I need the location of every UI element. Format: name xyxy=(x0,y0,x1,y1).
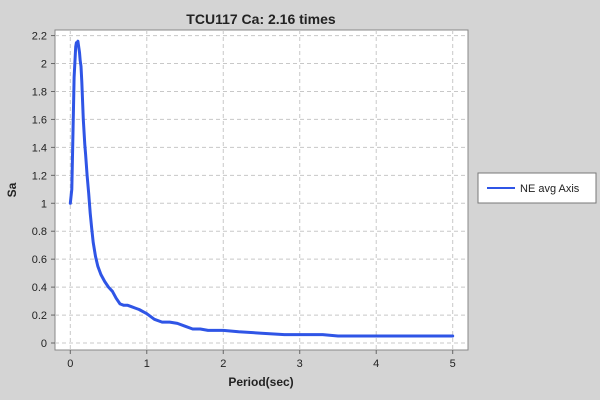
x-tick-label: 5 xyxy=(450,358,456,370)
x-tick-label: 3 xyxy=(297,358,303,370)
x-tick-label: 4 xyxy=(373,358,379,370)
y-tick-label: 1 xyxy=(41,198,47,210)
y-tick-label: 0.8 xyxy=(32,226,47,238)
y-axis-label: Sa xyxy=(5,182,19,197)
x-axis-label: Period(sec) xyxy=(228,375,293,389)
y-tick-label: 0.4 xyxy=(32,282,47,294)
y-tick-label: 0 xyxy=(41,338,47,350)
y-tick-label: 0.6 xyxy=(32,254,47,266)
y-tick-label: 1.4 xyxy=(32,142,47,154)
grid xyxy=(55,30,468,350)
y-tick-label: 1.6 xyxy=(32,114,47,126)
series-line xyxy=(68,39,455,338)
plot-area xyxy=(54,29,469,351)
chart-title: TCU117 Ca: 2.16 times xyxy=(186,11,336,27)
y-tick-label: 1.2 xyxy=(32,170,47,182)
x-tick-label: 0 xyxy=(67,358,73,370)
legend: NE avg Axis xyxy=(477,172,597,204)
y-tick-label: 1.8 xyxy=(32,86,47,98)
legend-label: NE avg Axis xyxy=(520,183,580,195)
y-tick-label: 0.2 xyxy=(32,310,47,322)
y-tick-label: 2.2 xyxy=(32,31,47,43)
x-tick-label: 1 xyxy=(144,358,150,370)
series-layer xyxy=(68,39,455,338)
axes: 0 1 2 3 4 5 0 0.2 0.4 0.6 0.8 1 1.2 1.4 1.6 1.8 2 2.2 xyxy=(32,31,456,370)
y-tick-label: 2 xyxy=(41,59,47,71)
x-tick-label: 2 xyxy=(220,358,226,370)
